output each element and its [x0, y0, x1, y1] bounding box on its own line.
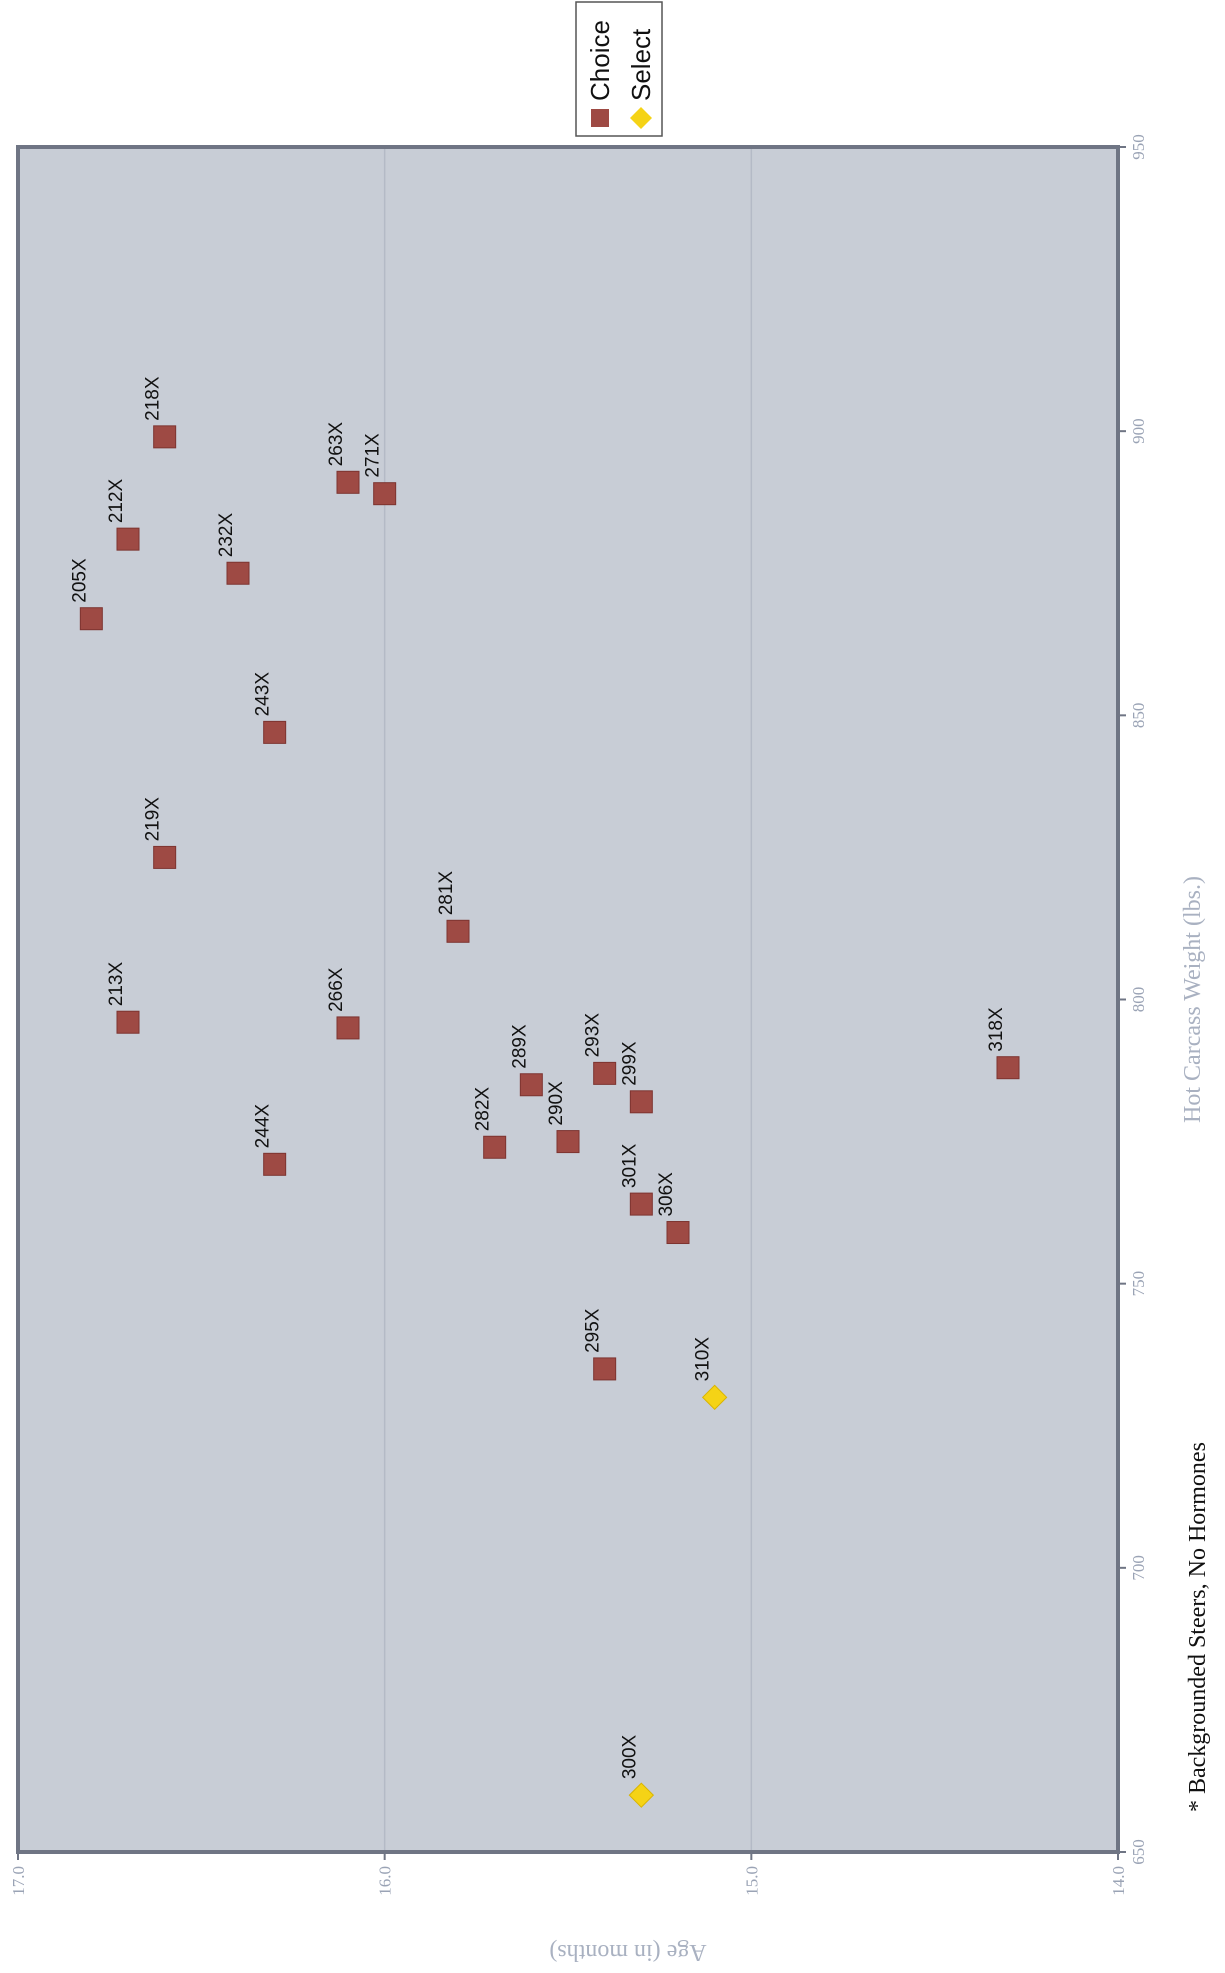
x-tick-label: 800	[1129, 987, 1148, 1013]
y-tick-label: 14.0	[1109, 1866, 1128, 1896]
x-axis-title: Hot Carcass Weight (lbs.)	[1180, 876, 1206, 1123]
point-choice	[263, 720, 287, 744]
point-label: 232X	[216, 513, 237, 558]
x-tick-label: 900	[1129, 418, 1148, 444]
point-choice	[373, 482, 397, 506]
point-choice	[336, 470, 360, 494]
point-label: 290X	[546, 1081, 567, 1126]
point-choice	[153, 425, 177, 449]
point-label: 219X	[143, 797, 164, 842]
point-choice	[116, 527, 140, 551]
point-choice	[556, 1130, 580, 1154]
point-label: 205X	[69, 558, 90, 603]
footnote-annotation: * Backgrounded Steers, No Hormones	[1185, 1442, 1211, 1812]
point-label: 244X	[253, 1104, 274, 1149]
point-label: 295X	[583, 1308, 604, 1353]
point-label: 301X	[619, 1143, 640, 1188]
point-choice	[629, 1090, 653, 1114]
y-tick-label: 17.0	[9, 1866, 28, 1896]
point-label: 218X	[143, 376, 164, 421]
point-label: 293X	[583, 1013, 604, 1058]
legend: Choice Select	[575, 1, 663, 137]
x-tick-label: 750	[1129, 1271, 1148, 1297]
point-choice	[446, 919, 470, 943]
point-select	[701, 1384, 728, 1411]
point-label: 266X	[326, 967, 347, 1012]
plot-layer: 14.0 15.0 16.0 17.0 650 700 750 800 850 900 950 Hot…	[9, 134, 1206, 1965]
point-choice	[996, 1056, 1020, 1080]
point-label: 263X	[326, 422, 347, 467]
legend-swatch-choice	[591, 109, 609, 127]
point-choice	[666, 1221, 690, 1245]
point-choice	[593, 1061, 617, 1085]
point-select	[628, 1782, 655, 1808]
plot-area	[18, 147, 1118, 1852]
legend-box	[575, 1, 663, 137]
x-tick-label: 700	[1129, 1555, 1148, 1581]
point-choice	[593, 1357, 617, 1381]
point-choice	[226, 561, 250, 585]
point-label: 306X	[656, 1172, 677, 1217]
point-label: 318X	[986, 1007, 1007, 1052]
point-label: 300X	[619, 1734, 640, 1779]
x-tick-label: 950	[1129, 134, 1148, 160]
legend-swatch-select	[630, 107, 652, 129]
point-label: 213X	[106, 962, 127, 1007]
point-label: 243X	[253, 672, 274, 717]
point-label: 310X	[693, 1337, 714, 1382]
x-tick-label: 650	[1129, 1839, 1148, 1865]
point-label: 299X	[619, 1041, 640, 1086]
point-label: 281X	[436, 871, 457, 916]
point-label: 282X	[473, 1087, 494, 1132]
legend-label: Select	[626, 28, 656, 101]
point-choice	[629, 1192, 653, 1216]
point-choice	[153, 845, 177, 869]
point-choice	[116, 1010, 140, 1034]
y-tick-label: 15.0	[742, 1866, 761, 1896]
point-choice	[263, 1152, 287, 1176]
point-choice	[483, 1135, 507, 1159]
point-label: 289X	[509, 1024, 530, 1069]
x-tick-label: 850	[1129, 703, 1148, 729]
point-label: 271X	[363, 433, 384, 478]
y-tick-label: 16.0	[376, 1866, 395, 1896]
point-choice	[79, 607, 103, 631]
point-choice	[519, 1073, 543, 1097]
point-label: 212X	[106, 478, 127, 523]
y-axis-title: Age (in months)	[549, 1939, 706, 1965]
point-choice	[336, 1016, 360, 1040]
legend-label: Choice	[585, 20, 615, 101]
